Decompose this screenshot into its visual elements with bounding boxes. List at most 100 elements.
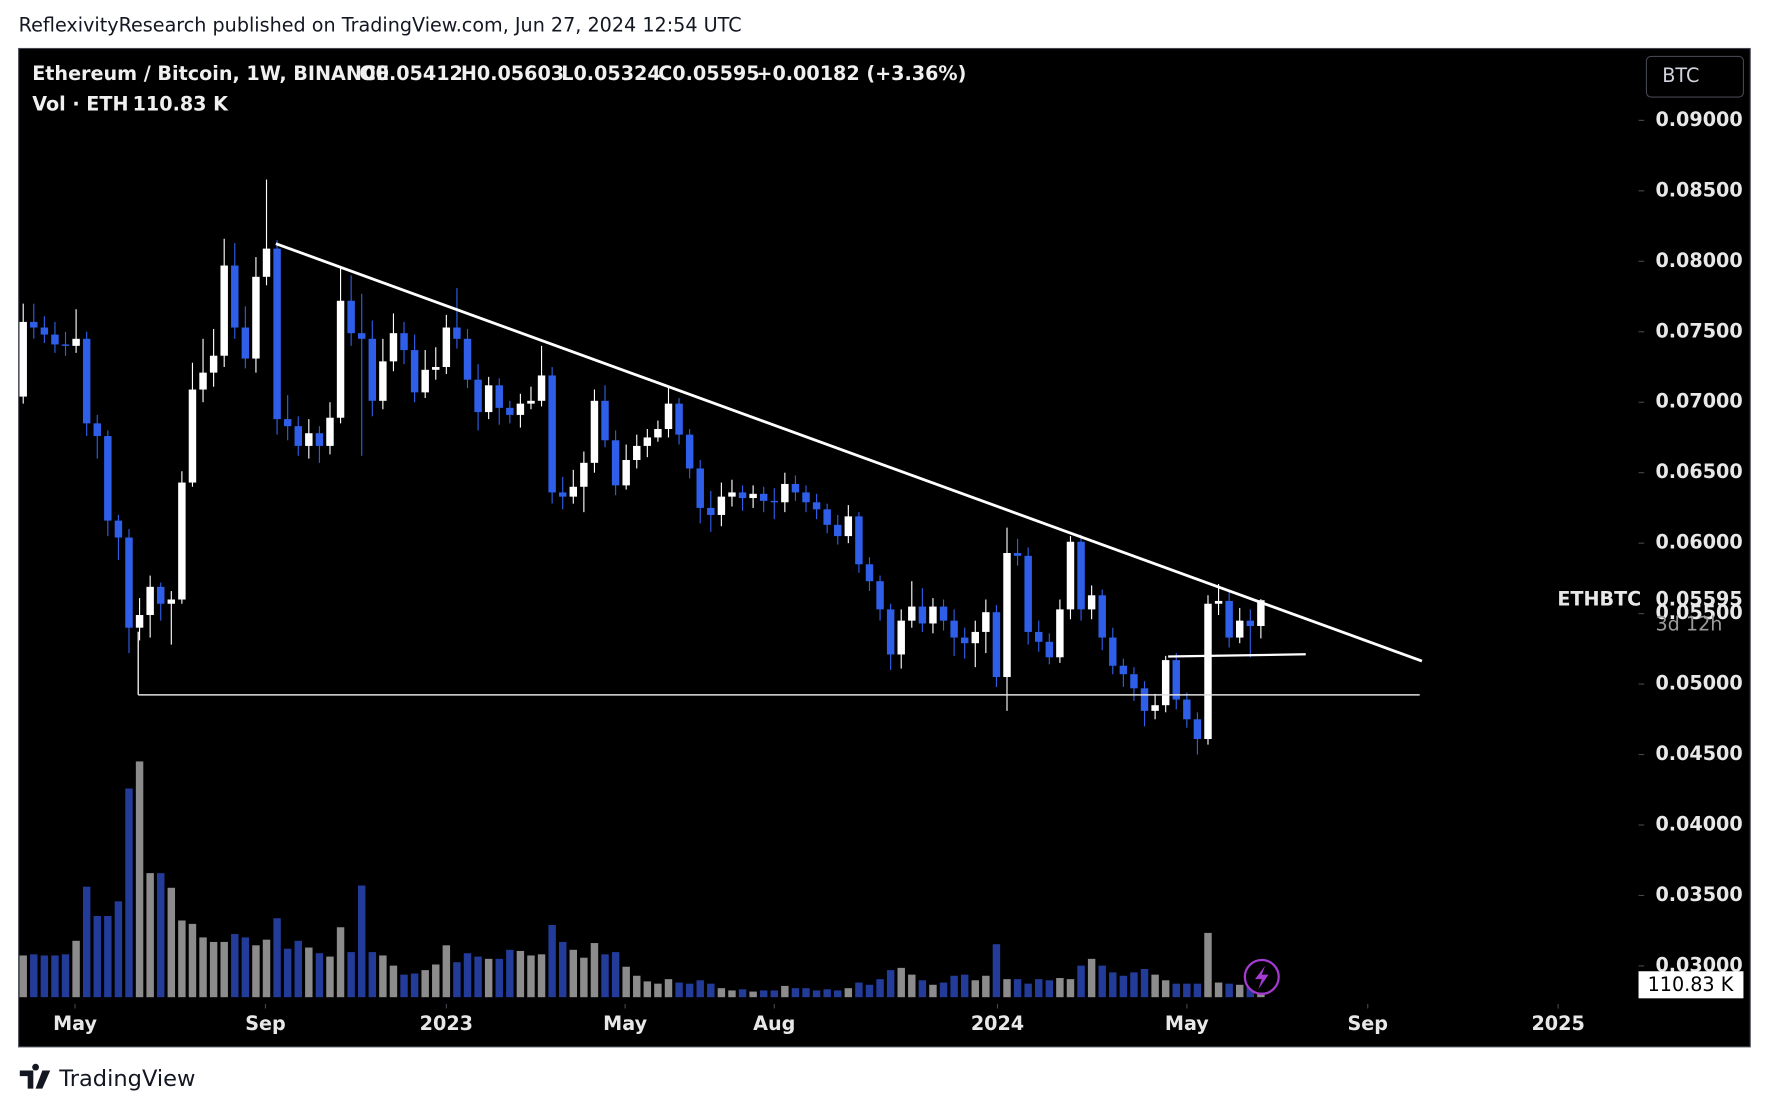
volume-bar [707, 983, 715, 998]
volume-bar [93, 915, 101, 998]
candle-body [389, 333, 398, 362]
candle-body [432, 366, 440, 370]
candle-body [950, 620, 958, 638]
candle-body [865, 564, 874, 582]
candle-body [40, 327, 49, 335]
candle-body [1077, 541, 1085, 610]
x-tick-label: 2024 [971, 1012, 1024, 1035]
candle-body [400, 333, 408, 351]
x-tick-label: Sep [245, 1012, 286, 1035]
volume-bar [252, 945, 260, 998]
volume-bar [918, 980, 927, 998]
y-tick-label: 0.05500 [1655, 601, 1742, 624]
volume-bar [506, 949, 514, 998]
alert-icon[interactable] [1243, 958, 1280, 995]
candle-body [30, 321, 38, 328]
y-tick-label: 0.08000 [1655, 249, 1742, 272]
alert-bolt[interactable] [1255, 965, 1269, 990]
volume-bar [865, 984, 874, 998]
y-tick-label: 0.04500 [1655, 742, 1742, 765]
candle-body [241, 327, 250, 359]
volume-bar [209, 941, 218, 998]
candle-body [601, 400, 609, 441]
volume-bar [1066, 979, 1075, 998]
volume-bar [929, 984, 937, 998]
branding: TradingView [58, 1066, 195, 1092]
volume-bar [590, 943, 599, 998]
volume-bar [823, 989, 831, 998]
candle-body [908, 606, 916, 621]
volume-bar [146, 873, 154, 998]
candle-body [484, 385, 493, 413]
volume-bar [950, 975, 958, 998]
volume-bar [1193, 983, 1202, 998]
currency-label[interactable]: BTC [1662, 64, 1699, 87]
candle-body [855, 516, 863, 565]
candle-body [157, 586, 165, 604]
volume-bar [40, 955, 49, 998]
volume-bar [886, 970, 895, 998]
chart-background [18, 47, 1751, 1048]
y-tick-label: 0.03500 [1655, 883, 1742, 906]
candle-body [347, 300, 355, 334]
plot-area [19, 179, 1265, 998]
candle-body [897, 620, 905, 655]
candle-body [305, 433, 313, 446]
candle-body [886, 609, 895, 655]
candle-body [125, 537, 133, 628]
candle-body [812, 502, 821, 510]
volume-bar [834, 990, 842, 998]
candle-body [188, 389, 197, 483]
volume-bar [759, 990, 768, 998]
volume-bar [326, 956, 334, 998]
volume-bar [1246, 985, 1255, 998]
volume-bar [1225, 983, 1233, 998]
volume-bar [770, 990, 778, 998]
volume-bar [855, 982, 863, 998]
candle-body [749, 493, 757, 499]
volume-bar [421, 970, 429, 998]
volume-bar [791, 988, 800, 998]
x-tick-label: May [603, 1012, 647, 1035]
volume-bar [738, 989, 747, 998]
volume-legend-value: 110.83 K [133, 92, 230, 115]
volume-bar [19, 955, 27, 998]
candle-body [1003, 553, 1011, 678]
candle-body [410, 350, 419, 393]
x-tick-label: 2025 [1531, 1012, 1584, 1035]
volume-bar [220, 941, 228, 998]
symbol-legend: Ethereum / Bitcoin, 1W, BINANCE [32, 62, 389, 85]
candle-body [844, 516, 853, 537]
high-legend: H0.05603 [461, 62, 564, 85]
candle-body [633, 445, 641, 461]
candle-body [770, 500, 778, 503]
y-tick-label: 0.09000 [1655, 108, 1742, 131]
volume-bar [1130, 972, 1138, 998]
volume-bar [167, 887, 176, 998]
drawings [137, 242, 1423, 696]
candle-body [1246, 620, 1255, 627]
candle-body [580, 462, 588, 487]
volume-bar [569, 949, 578, 998]
low-legend: L0.05324 [561, 62, 660, 85]
currency-button[interactable] [1645, 55, 1745, 98]
volume-bar [643, 981, 652, 998]
volume-bar [897, 967, 905, 998]
volume-bar [812, 990, 821, 998]
candle-body [474, 379, 482, 413]
candle-body [643, 437, 652, 446]
volume-bar [104, 915, 112, 998]
volume-bar [675, 982, 683, 998]
volume-bar [1077, 965, 1085, 998]
volume-bar [971, 980, 979, 998]
candle-body [93, 423, 101, 437]
volume-bar [357, 885, 366, 998]
volume-bar [1183, 983, 1191, 998]
x-tick-label: 2023 [420, 1012, 473, 1035]
volume-bar [1140, 968, 1149, 998]
candle-body [781, 483, 789, 503]
volume-bar [1024, 983, 1032, 998]
candle-body [982, 612, 990, 632]
volume-bar [749, 991, 757, 998]
candle-body [72, 338, 80, 346]
